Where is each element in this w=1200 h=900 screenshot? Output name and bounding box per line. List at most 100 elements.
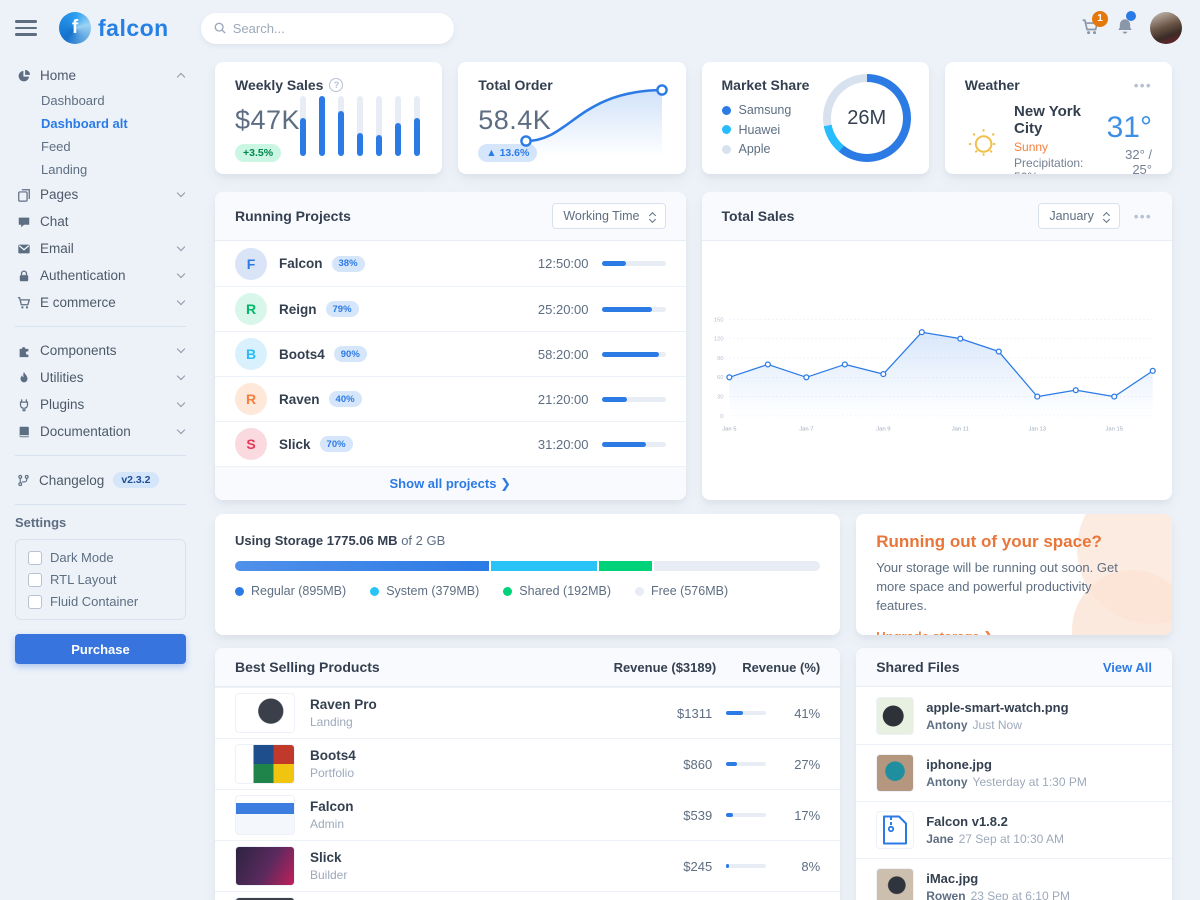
month-select[interactable]: January xyxy=(1038,203,1120,229)
file-author: Antony xyxy=(926,717,968,732)
hamburger-menu-icon[interactable] xyxy=(15,20,37,36)
topbar: f falcon 1 xyxy=(0,0,1200,56)
product-revenue-bar xyxy=(726,762,767,766)
project-name-link[interactable]: Reign xyxy=(279,301,317,317)
project-name-link[interactable]: Falcon xyxy=(279,256,323,271)
sidebar-item-label: Chat xyxy=(40,214,69,229)
upgrade-storage-link[interactable]: Upgrade storage ❯ xyxy=(876,629,994,635)
sidebar-item-utilities[interactable]: Utilities xyxy=(15,364,186,391)
weekly-sales-bar xyxy=(319,96,326,156)
svg-text:150: 150 xyxy=(713,317,724,323)
sidebar-item-home[interactable]: Home xyxy=(15,62,186,89)
total-sales-menu-button[interactable]: ••• xyxy=(1133,208,1152,224)
checkbox[interactable] xyxy=(28,550,42,565)
product-row: Slick Builder $245 8% xyxy=(215,840,841,891)
weather-title: Weather xyxy=(964,77,1020,93)
revenue-pct-column-header: Revenue (%) xyxy=(742,659,821,675)
project-time: 25:20:00 xyxy=(537,301,589,317)
weather-card: Weather ••• New York City Sunny Precipita… xyxy=(944,62,1172,174)
select-arrows-icon xyxy=(1102,210,1110,224)
search-box[interactable] xyxy=(200,12,454,44)
search-input[interactable] xyxy=(232,20,441,36)
chart-pie-icon xyxy=(18,69,31,81)
checkbox[interactable] xyxy=(28,572,42,587)
sidebar-item-changelog[interactable]: Changelog v2.3.2 xyxy=(15,466,186,494)
cart-button[interactable]: 1 xyxy=(1081,10,1108,39)
total-sales-card: Total Sales January ••• 0 30 60 90 120 150 Jan… xyxy=(701,192,1172,500)
project-progress-bar xyxy=(601,441,666,447)
project-time: 31:20:00 xyxy=(537,436,589,452)
project-name-link[interactable]: Slick xyxy=(279,436,311,452)
product-name-link[interactable]: Boots4 xyxy=(310,748,356,763)
sidebar-subitem-dashboard[interactable]: Dashboard xyxy=(41,93,105,108)
sidebar-item-email[interactable]: Email xyxy=(15,235,186,262)
project-avatar: F xyxy=(235,247,267,280)
sidebar-divider xyxy=(15,504,186,505)
show-all-projects-link[interactable]: Show all projects ❯ xyxy=(389,476,511,491)
file-name-link[interactable]: apple-smart-watch.png xyxy=(926,699,1069,715)
project-name-link[interactable]: Boots4 xyxy=(279,346,325,362)
file-name-link[interactable]: iMac.jpg xyxy=(926,871,979,886)
puzzle-icon xyxy=(19,346,29,357)
storage-total: of 2 GB xyxy=(401,533,446,548)
project-avatar: R xyxy=(235,293,267,325)
sidebar-item-chat[interactable]: Chat xyxy=(15,208,186,235)
product-name-link[interactable]: Raven Pro xyxy=(310,697,377,712)
toggle-rtl-layout[interactable]: RTL Layout xyxy=(28,572,173,587)
file-thumbnail xyxy=(876,811,915,849)
falcon-logo[interactable]: f falcon xyxy=(59,12,169,44)
legend-dot xyxy=(235,586,244,596)
storage-segment-regular xyxy=(235,561,491,571)
product-revenue: $860 xyxy=(683,756,713,772)
purchase-button[interactable]: Purchase xyxy=(15,634,186,664)
file-row: iMac.jpg Rowen 23 Sep at 6:10 PM xyxy=(856,858,1172,900)
main-content: Weekly Sales? $47K +3.5% Total Order 58.… xyxy=(200,56,1200,900)
project-name-link[interactable]: Raven xyxy=(279,391,320,407)
weather-menu-button[interactable]: ••• xyxy=(1133,77,1152,93)
working-time-select[interactable]: Working Time xyxy=(552,203,666,229)
sidebar-item-authentication[interactable]: Authentication xyxy=(15,262,186,289)
product-thumbnail xyxy=(235,693,295,733)
file-author: Antony xyxy=(926,775,968,789)
sidebar-divider xyxy=(15,455,186,456)
product-row: Falcon Admin $539 17% xyxy=(215,789,841,840)
checkbox[interactable] xyxy=(28,594,42,609)
file-name-link[interactable]: iphone.jpg xyxy=(926,757,992,772)
weekly-sales-title: Weekly Sales xyxy=(235,77,324,93)
legend-label: Free (576MB) xyxy=(651,584,729,598)
legend-item-huawei: Huawei xyxy=(721,123,909,137)
svg-text:Jan 11: Jan 11 xyxy=(951,427,968,433)
help-icon[interactable]: ? xyxy=(329,78,344,92)
user-avatar[interactable] xyxy=(1150,12,1182,44)
sidebar-item-documentation[interactable]: Documentation xyxy=(15,418,186,445)
sidebar-subitem-dashboard-alt[interactable]: Dashboard alt xyxy=(41,116,128,131)
storage-card: Using Storage 1775.06 MB of 2 GB Regular… xyxy=(215,514,841,635)
legend-label: Regular (895MB) xyxy=(251,584,347,598)
sidebar-item-plugins[interactable]: Plugins xyxy=(15,391,186,418)
sidebar-item-components[interactable]: Components xyxy=(15,337,186,364)
sidebar-item-pages[interactable]: Pages xyxy=(15,181,186,208)
product-row xyxy=(215,891,841,900)
product-name-link[interactable]: Falcon xyxy=(310,799,354,814)
notifications-button[interactable] xyxy=(1116,11,1136,39)
product-thumbnail xyxy=(235,846,295,886)
file-thumbnail xyxy=(876,754,915,792)
legend-item-apple: Apple xyxy=(721,142,909,156)
upgrade-title: Running out of your space? xyxy=(876,532,1102,551)
view-all-link[interactable]: View All xyxy=(1102,659,1152,675)
product-thumbnail xyxy=(235,744,295,784)
svg-text:Jan 5: Jan 5 xyxy=(722,427,736,433)
file-row: Falcon v1.8.2 Jane 27 Sep at 10:30 AM xyxy=(856,801,1172,858)
sidebar-subitem-landing[interactable]: Landing xyxy=(41,162,88,177)
file-name-link[interactable]: Falcon v1.8.2 xyxy=(926,814,1008,829)
toggle-dark-mode[interactable]: Dark Mode xyxy=(28,550,173,565)
toggle-fluid-container[interactable]: Fluid Container xyxy=(28,594,173,609)
book-icon xyxy=(19,426,29,437)
weather-temp: 31° xyxy=(1106,110,1152,144)
legend-label: Shared (192MB) xyxy=(519,584,611,598)
product-name-link[interactable]: Slick xyxy=(310,850,342,865)
svg-text:120: 120 xyxy=(713,337,724,343)
sidebar-subitem-feed[interactable]: Feed xyxy=(41,139,71,154)
total-sales-title: Total Sales xyxy=(721,208,795,224)
sidebar-item-e-commerce[interactable]: E commerce xyxy=(15,289,186,316)
